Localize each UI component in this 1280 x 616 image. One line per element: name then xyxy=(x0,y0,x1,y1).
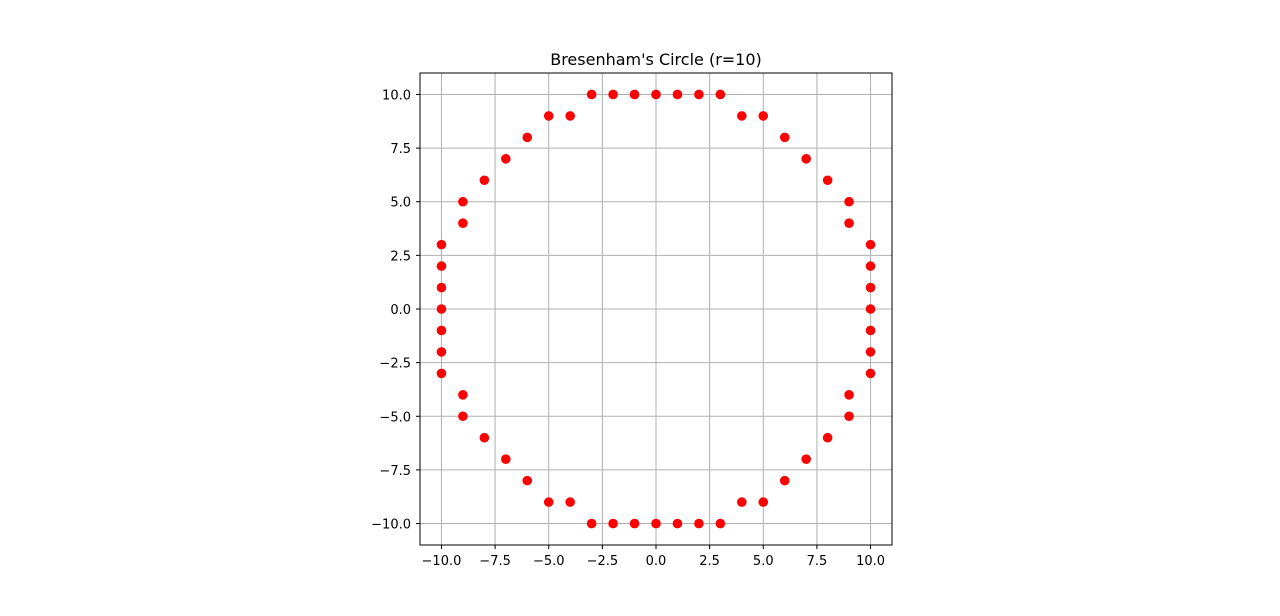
data-point xyxy=(436,325,447,336)
x-tick-label: 5.0 xyxy=(753,554,774,569)
data-point xyxy=(737,111,747,121)
data-point xyxy=(543,497,554,507)
y-axis: −10.0 −7.5 −5.0 −2.5 0.0 2.5 5.0 7.5 10.0 xyxy=(371,88,420,533)
data-point xyxy=(458,411,468,422)
data-point xyxy=(865,325,876,336)
x-tick-label: −2.5 xyxy=(587,554,619,569)
data-point xyxy=(865,261,876,271)
data-point xyxy=(865,368,876,379)
data-point xyxy=(565,497,575,507)
y-tick-label: −7.5 xyxy=(379,464,411,479)
y-tick-label: 7.5 xyxy=(390,142,411,157)
data-point xyxy=(694,518,704,529)
y-tick-label: 10.0 xyxy=(382,88,411,103)
data-point xyxy=(436,282,447,293)
data-point xyxy=(458,218,468,228)
data-point xyxy=(758,497,769,507)
data-point xyxy=(844,411,854,422)
data-point xyxy=(672,89,683,100)
data-point xyxy=(586,89,597,100)
y-tick-label: −10.0 xyxy=(371,518,411,533)
grid xyxy=(420,73,892,545)
data-point xyxy=(822,175,833,186)
data-point xyxy=(436,347,447,357)
y-tick-label: 2.5 xyxy=(390,249,411,264)
data-point xyxy=(436,261,447,271)
data-point xyxy=(629,89,640,100)
data-point xyxy=(865,304,876,314)
data-point xyxy=(501,454,511,464)
data-point xyxy=(801,454,811,464)
x-tick-label: 2.5 xyxy=(699,554,720,569)
data-point xyxy=(758,111,769,121)
data-point xyxy=(479,175,490,186)
data-point xyxy=(651,518,661,529)
data-point xyxy=(436,304,447,314)
data-point xyxy=(844,196,854,207)
data-point xyxy=(436,368,447,379)
data-point xyxy=(715,89,726,100)
data-point xyxy=(479,432,490,443)
data-point xyxy=(844,390,854,400)
chart-title: Bresenham's Circle (r=10) xyxy=(550,50,762,69)
data-point xyxy=(458,390,468,400)
data-point xyxy=(865,239,876,250)
y-tick-label: −2.5 xyxy=(379,357,411,372)
y-tick-label: −5.0 xyxy=(379,410,411,425)
y-tick-label: 5.0 xyxy=(390,196,411,211)
data-point xyxy=(458,196,468,207)
data-point xyxy=(608,89,618,100)
data-point xyxy=(822,432,833,443)
data-point xyxy=(801,154,811,164)
data-point xyxy=(565,111,575,121)
x-axis: −10.0 −7.5 −5.0 −2.5 0.0 2.5 5.0 7.5 10.0 xyxy=(422,545,885,569)
data-point xyxy=(501,154,511,164)
x-tick-label: −7.5 xyxy=(479,554,511,569)
data-point xyxy=(608,518,618,529)
data-point xyxy=(865,282,876,293)
x-tick-label: −5.0 xyxy=(533,554,565,569)
data-point xyxy=(865,347,876,357)
data-point xyxy=(522,475,533,486)
data-points xyxy=(436,89,876,529)
x-tick-label: 0.0 xyxy=(646,554,667,569)
x-tick-label: 7.5 xyxy=(807,554,828,569)
data-point xyxy=(779,132,790,143)
x-tick-label: −10.0 xyxy=(422,554,462,569)
data-point xyxy=(522,132,533,143)
data-point xyxy=(629,518,640,529)
data-point xyxy=(672,518,683,529)
data-point xyxy=(844,218,854,228)
x-tick-label: 10.0 xyxy=(856,554,885,569)
data-point xyxy=(737,497,747,507)
y-tick-label: 0.0 xyxy=(390,303,411,318)
data-point xyxy=(651,89,661,100)
data-point xyxy=(694,89,704,100)
data-point xyxy=(543,111,554,121)
data-point xyxy=(436,239,447,250)
data-point xyxy=(715,518,726,529)
data-point xyxy=(586,518,597,529)
data-point xyxy=(779,475,790,486)
